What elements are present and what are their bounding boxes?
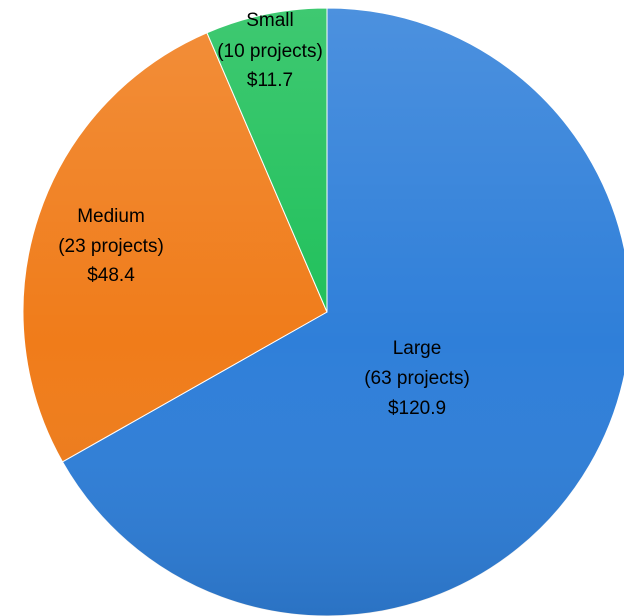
label-small-category: Small — [246, 10, 294, 31]
label-medium-value: $48.4 — [87, 265, 135, 286]
label-medium-projects: (23 projects) — [58, 236, 164, 257]
slice-labels: Large (63 projects) $120.9 Medium (23 pr… — [58, 10, 470, 419]
label-medium-category: Medium — [77, 206, 145, 227]
label-large-value: $120.9 — [388, 398, 446, 419]
label-small-projects: (10 projects) — [217, 41, 323, 62]
label-large-category: Large — [393, 338, 442, 359]
pie-slices — [22, 7, 624, 616]
label-small-value: $11.7 — [247, 70, 293, 91]
label-large-projects: (63 projects) — [364, 368, 470, 389]
